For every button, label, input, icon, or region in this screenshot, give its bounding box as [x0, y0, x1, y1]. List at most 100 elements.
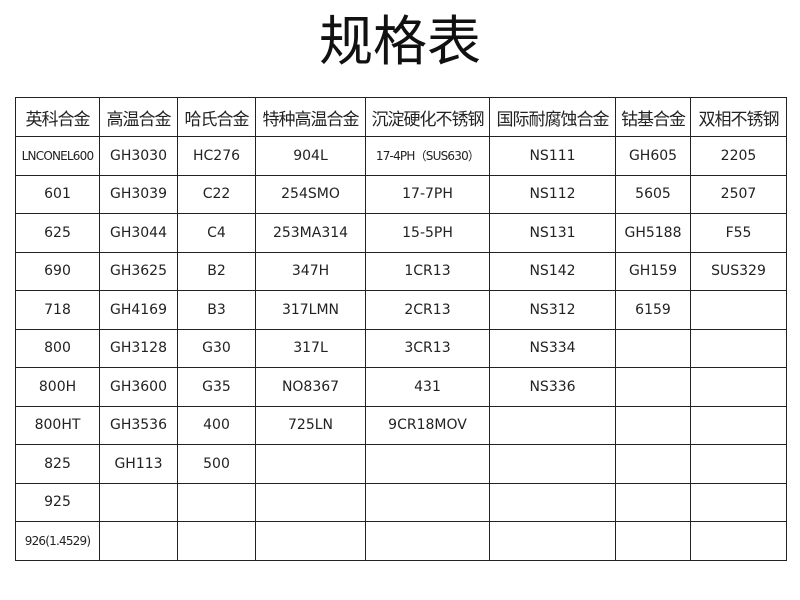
table-row: 926(1.4529): [15, 521, 787, 561]
page-title: 规格表: [319, 10, 481, 73]
table-cell: GH159: [615, 251, 691, 291]
table-cell: G35: [177, 367, 256, 407]
table-cell: 925: [15, 482, 100, 522]
table-row: 625 GH3044 C4 253MA314 15-5PH NS131 GH5188 F55: [15, 213, 787, 253]
table-cell: 6159: [615, 290, 691, 330]
table-cell: GH605: [615, 136, 691, 176]
table-cell: 347H: [255, 251, 366, 291]
table-cell: [489, 405, 616, 445]
table-cell: C4: [177, 213, 256, 253]
table-cell: [690, 521, 787, 561]
table-row: 800H GH3600 G35 NO8367 431 NS336: [15, 367, 787, 407]
table-cell: [255, 444, 366, 484]
table-cell: C22: [177, 174, 256, 214]
table-row: 690 GH3625 B2 347H 1CR13 NS142 GH159 SUS329: [15, 251, 787, 291]
table-cell: GH113: [99, 444, 178, 484]
column-header: 特种高温合金: [255, 97, 366, 137]
table-cell: 1CR13: [365, 251, 490, 291]
table-cell: 2507: [690, 174, 787, 214]
table-cell: GH3536: [99, 405, 178, 445]
table-cell: [690, 405, 787, 445]
table-cell: [615, 521, 691, 561]
table-cell: 9CR18MOV: [365, 405, 490, 445]
table-cell: [365, 444, 490, 484]
table-cell: GH3600: [99, 367, 178, 407]
table-cell: 718: [15, 290, 100, 330]
spec-table: 英科合金 高温合金 哈氏合金 特种高温合金 沉淀硬化不锈钢 国际耐腐蚀合金 钴基合金 双相不锈…: [15, 97, 787, 561]
table-cell: SUS329: [690, 251, 787, 291]
table-cell: [615, 367, 691, 407]
table-cell: [489, 521, 616, 561]
table-cell: [690, 290, 787, 330]
table-cell: [255, 521, 366, 561]
table-cell: 17-4PH（SUS630）: [365, 136, 490, 176]
table-cell: 400: [177, 405, 256, 445]
table-cell: GH3128: [99, 328, 178, 368]
table-cell: 926(1.4529): [15, 521, 100, 561]
column-header: 英科合金: [15, 97, 100, 137]
table-cell: 825: [15, 444, 100, 484]
table-cell: [615, 328, 691, 368]
table-cell: F55: [690, 213, 787, 253]
table-cell: 317LMN: [255, 290, 366, 330]
table-cell: B2: [177, 251, 256, 291]
table-cell: [255, 482, 366, 522]
table-cell: 601: [15, 174, 100, 214]
table-cell: GH5188: [615, 213, 691, 253]
table-cell: [177, 521, 256, 561]
table-cell: [99, 521, 178, 561]
table-cell: B3: [177, 290, 256, 330]
table-row: 800 GH3128 G30 317L 3CR13 NS334: [15, 328, 787, 368]
column-header: 双相不锈钢: [690, 97, 787, 137]
table-cell: [690, 482, 787, 522]
table-cell: 800HT: [15, 405, 100, 445]
table-cell: NS336: [489, 367, 616, 407]
table-cell: GH3039: [99, 174, 178, 214]
table-cell: [177, 482, 256, 522]
table-row: 800HT GH3536 400 725LN 9CR18MOV: [15, 405, 787, 445]
table-cell: NS112: [489, 174, 616, 214]
table-cell: [690, 328, 787, 368]
header-row: 英科合金 高温合金 哈氏合金 特种高温合金 沉淀硬化不锈钢 国际耐腐蚀合金 钴基合金 双相不锈…: [15, 97, 787, 137]
table-row: 601 GH3039 C22 254SMO 17-7PH NS112 5605 2507: [15, 174, 787, 214]
column-header: 国际耐腐蚀合金: [489, 97, 616, 137]
table-cell: 2CR13: [365, 290, 490, 330]
table-cell: 725LN: [255, 405, 366, 445]
table-row: 718 GH4169 B3 317LMN 2CR13 NS312 6159: [15, 290, 787, 330]
table-cell: GH3625: [99, 251, 178, 291]
table-cell: 625: [15, 213, 100, 253]
table-cell: 500: [177, 444, 256, 484]
table-cell: HC276: [177, 136, 256, 176]
table-cell: [615, 482, 691, 522]
table-cell: NS312: [489, 290, 616, 330]
table-cell: GH4169: [99, 290, 178, 330]
table-cell: G30: [177, 328, 256, 368]
table-cell: GH3044: [99, 213, 178, 253]
table-cell: 904L: [255, 136, 366, 176]
table-cell: LNCONEL600: [15, 136, 100, 176]
table-cell: [615, 405, 691, 445]
column-header: 高温合金: [99, 97, 178, 137]
table-cell: NS142: [489, 251, 616, 291]
table-cell: 800H: [15, 367, 100, 407]
table-cell: [615, 444, 691, 484]
table-row: LNCONEL600 GH3030 HC276 904L 17-4PH（SUS630） N…: [15, 136, 787, 176]
column-header: 哈氏合金: [177, 97, 256, 137]
table-cell: NS111: [489, 136, 616, 176]
table-cell: 690: [15, 251, 100, 291]
table-cell: 800: [15, 328, 100, 368]
table-cell: NS131: [489, 213, 616, 253]
table-cell: [690, 444, 787, 484]
table-cell: 2205: [690, 136, 787, 176]
table-cell: 15-5PH: [365, 213, 490, 253]
table-cell: NO8367: [255, 367, 366, 407]
table-row: 825 GH113 500: [15, 444, 787, 484]
table-row: 925: [15, 482, 787, 522]
table-cell: 254SMO: [255, 174, 366, 214]
column-header: 钴基合金: [615, 97, 691, 137]
column-header: 沉淀硬化不锈钢: [365, 97, 490, 137]
table-cell: [99, 482, 178, 522]
table-cell: 17-7PH: [365, 174, 490, 214]
table-cell: [489, 482, 616, 522]
table-cell: [489, 444, 616, 484]
